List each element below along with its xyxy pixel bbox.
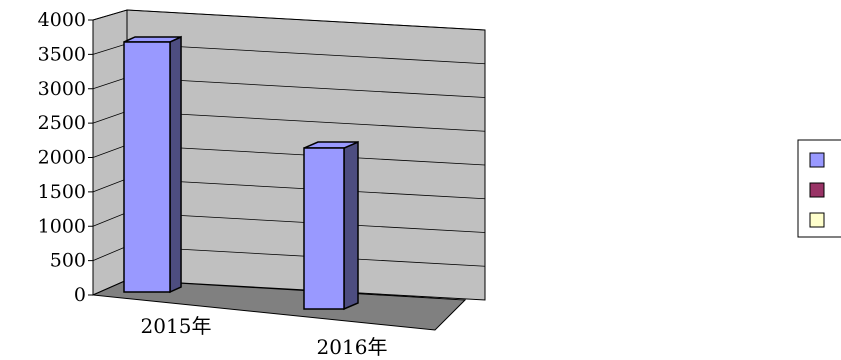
- y-tick-label: 2500: [38, 112, 86, 134]
- y-tick-label: 4000: [38, 9, 86, 31]
- y-tick-label: 2000: [38, 147, 86, 169]
- bars: [123, 35, 359, 311]
- gridline: [92, 9, 486, 31]
- y-tick-label: 1500: [38, 181, 86, 203]
- legend: [797, 139, 841, 238]
- bar: [123, 35, 182, 294]
- legend-items: [809, 152, 825, 228]
- y-tick-label: 3500: [38, 43, 86, 65]
- bar-side-face: [169, 35, 182, 294]
- bar-side-face: [343, 140, 359, 311]
- x-category-label: 2015年: [141, 314, 212, 338]
- y-tick-label: 500: [50, 250, 86, 272]
- y-tick-label: 0: [74, 284, 86, 306]
- y-tick-label: 1000: [38, 215, 86, 237]
- legend-swatch: [809, 212, 825, 228]
- floor: [91, 279, 467, 331]
- bar-front-face: [123, 41, 171, 293]
- y-tick-label: 3000: [38, 78, 86, 100]
- bar-front-face: [303, 147, 345, 310]
- x-axis-labels: 2015年 2016年: [141, 314, 388, 359]
- legend-swatch: [809, 182, 825, 198]
- x-category-label: 2016年: [317, 335, 388, 359]
- legend-swatch: [809, 152, 825, 168]
- y-axis-ticks: 0 500 1000 1500 2000 2500 3000 3500 4000: [38, 9, 93, 306]
- bar: [303, 140, 359, 311]
